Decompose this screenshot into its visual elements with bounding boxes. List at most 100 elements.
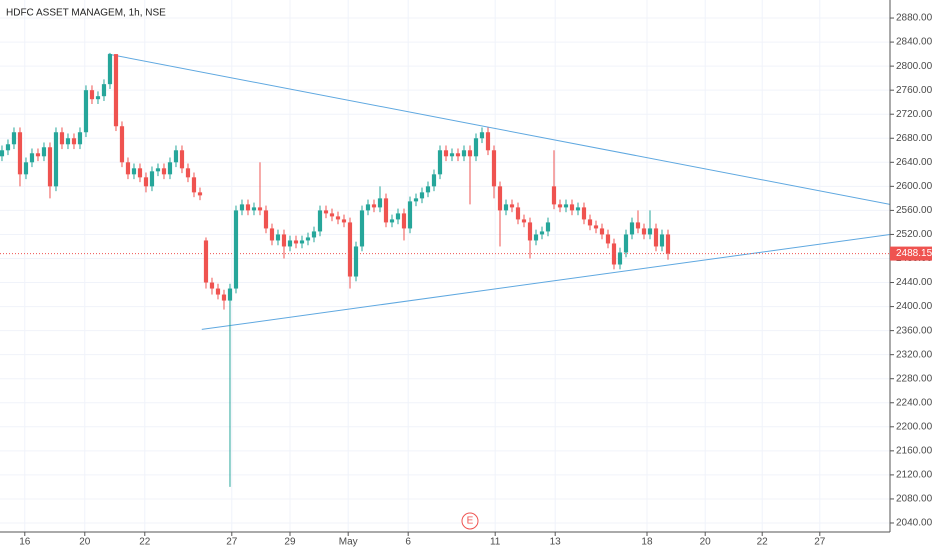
candle-body bbox=[563, 204, 569, 208]
y-tick-label: 2640.00 bbox=[896, 157, 932, 168]
event-label: E bbox=[467, 516, 474, 527]
x-tick-label: 22 bbox=[757, 537, 769, 548]
trendline bbox=[108, 53, 891, 205]
candle-body bbox=[233, 210, 239, 289]
candle-body bbox=[341, 219, 347, 223]
x-tick-label: 11 bbox=[490, 537, 501, 548]
candle-body bbox=[29, 153, 35, 163]
candle-body bbox=[431, 174, 437, 187]
candle-body bbox=[287, 240, 293, 247]
candle-body bbox=[173, 150, 179, 163]
x-tick-label: 27 bbox=[226, 537, 238, 548]
x-tick-label: 20 bbox=[700, 537, 712, 548]
y-tick-label: 2600.00 bbox=[896, 181, 932, 192]
candle-body bbox=[23, 162, 29, 175]
candle-body bbox=[473, 138, 479, 157]
candle-body bbox=[77, 132, 83, 145]
x-tick-label: 16 bbox=[19, 537, 31, 548]
x-tick-label: 20 bbox=[79, 537, 91, 548]
last-price-box bbox=[890, 246, 932, 261]
candle-body bbox=[647, 228, 653, 235]
candle-body bbox=[617, 252, 623, 265]
candle-body bbox=[119, 126, 125, 163]
candle-body bbox=[143, 177, 149, 187]
candle-body bbox=[611, 243, 617, 265]
candle-body bbox=[323, 210, 329, 214]
candle-body bbox=[65, 138, 71, 145]
candle-body bbox=[659, 234, 665, 247]
candle-body bbox=[497, 186, 503, 211]
candle-body bbox=[281, 234, 287, 247]
candle-body bbox=[635, 222, 641, 229]
candle-body bbox=[305, 237, 311, 241]
candle-body bbox=[269, 228, 275, 241]
candle-body bbox=[623, 234, 629, 253]
candle-body bbox=[191, 177, 197, 193]
candle-body bbox=[515, 207, 521, 220]
y-tick-label: 2320.00 bbox=[896, 349, 932, 360]
candle-body bbox=[251, 207, 257, 211]
candle-body bbox=[107, 54, 113, 85]
y-tick-label: 2200.00 bbox=[896, 421, 932, 432]
candle-body bbox=[521, 219, 527, 223]
candle-body bbox=[383, 198, 389, 223]
trendline bbox=[201, 233, 891, 330]
candle-body bbox=[299, 240, 305, 244]
x-tick-label: 27 bbox=[814, 537, 826, 548]
candle-body bbox=[347, 222, 353, 277]
candle-body bbox=[461, 150, 467, 157]
candle-body bbox=[479, 132, 485, 139]
candle-body bbox=[509, 204, 515, 208]
y-tick-label: 2160.00 bbox=[896, 445, 932, 456]
candle-body bbox=[41, 147, 47, 157]
candle-body bbox=[227, 288, 233, 301]
candle-body bbox=[419, 192, 425, 199]
candle-body bbox=[389, 219, 395, 223]
candle-body bbox=[539, 231, 545, 235]
candle-body bbox=[395, 213, 401, 220]
candle-body bbox=[503, 204, 509, 211]
candle-body bbox=[215, 288, 221, 295]
candle-body bbox=[467, 150, 473, 157]
candle-body bbox=[89, 90, 95, 100]
candle-body bbox=[71, 138, 77, 145]
candle-body bbox=[353, 246, 359, 277]
x-tick-label: May bbox=[339, 537, 358, 548]
candle-body bbox=[293, 240, 299, 244]
candle-body bbox=[449, 153, 455, 157]
candle-body bbox=[665, 234, 671, 254]
y-tick-label: 2240.00 bbox=[896, 397, 932, 408]
x-tick-label: 6 bbox=[405, 537, 411, 548]
y-tick-label: 2440.00 bbox=[896, 277, 932, 288]
candle-body bbox=[335, 216, 341, 220]
candle-body bbox=[491, 150, 497, 187]
axes: 2040.00 2080.00 2120.00 2160.00 2200.00 2240.… bbox=[19, 13, 932, 548]
candle-body bbox=[557, 204, 563, 208]
candle-body bbox=[149, 171, 155, 187]
candle-body bbox=[83, 90, 89, 133]
candle-body bbox=[137, 168, 143, 178]
candle-body bbox=[59, 132, 65, 145]
candle-body bbox=[425, 186, 431, 193]
candle-body bbox=[113, 54, 119, 127]
candle-body bbox=[197, 192, 203, 196]
candle-body bbox=[125, 162, 131, 175]
candle-body bbox=[407, 201, 413, 229]
candle-body bbox=[359, 210, 365, 247]
candle-body bbox=[311, 231, 317, 238]
candle-body bbox=[599, 228, 605, 235]
candle-body bbox=[587, 219, 593, 226]
candle-body bbox=[569, 204, 575, 211]
last-price-label: 2488.15 bbox=[896, 248, 932, 259]
candle-body bbox=[575, 207, 581, 211]
y-tick-label: 2360.00 bbox=[896, 325, 932, 336]
candle-body bbox=[239, 204, 245, 211]
candle-body bbox=[203, 240, 209, 283]
candle-body bbox=[35, 153, 41, 157]
candle-body bbox=[17, 132, 23, 175]
candle-body bbox=[413, 198, 419, 202]
candle-body bbox=[11, 132, 17, 145]
grid bbox=[0, 0, 890, 532]
y-tick-label: 2280.00 bbox=[896, 373, 932, 384]
candle-body bbox=[209, 282, 215, 289]
